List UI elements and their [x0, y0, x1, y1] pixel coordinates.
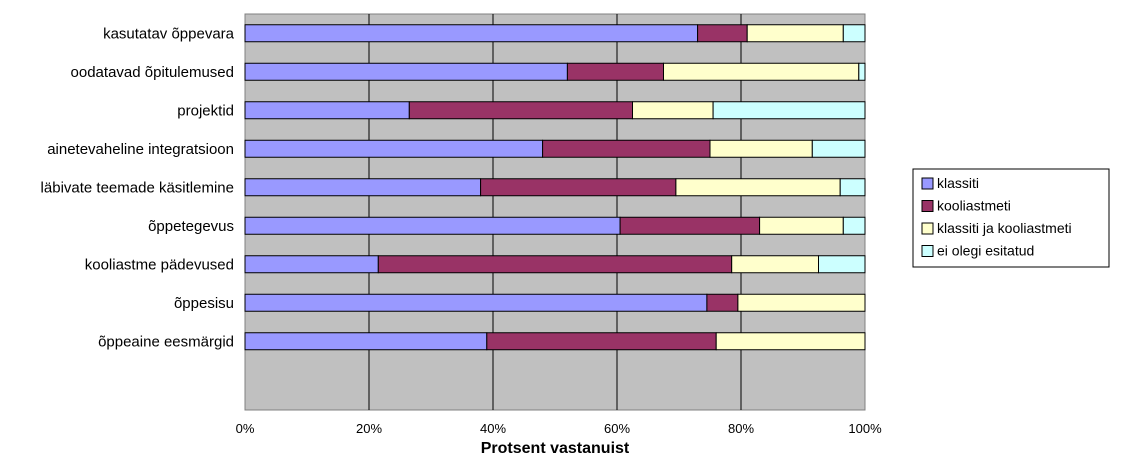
bar-segment: [759, 216, 844, 235]
legend-box: [912, 168, 1110, 268]
bar-segment: [377, 255, 733, 274]
x-tick-label: 40%: [480, 421, 506, 436]
category-label: kasutatav õppevara: [103, 25, 235, 42]
bar-segment: [746, 24, 844, 43]
bar-segment: [731, 255, 820, 274]
x-axis-ticks: 0% 20% 40% 60% 80% 100%: [236, 421, 882, 436]
x-tick-label: 0%: [236, 421, 255, 436]
bar-segment: [480, 178, 677, 197]
category-label: oodatavad õpitulemused: [71, 64, 234, 81]
bar-segment: [244, 139, 544, 158]
bar-segment: [737, 293, 866, 312]
bars: [244, 24, 866, 351]
bar-segment: [244, 178, 482, 197]
bar-segment: [244, 24, 699, 43]
legend-swatch: [921, 245, 934, 257]
x-axis-title: Protsent vastanuist: [481, 440, 630, 457]
legend-label: klassiti ja kooliastmeti: [937, 220, 1072, 236]
bar-segment: [244, 293, 708, 312]
bar-segment: [542, 139, 711, 158]
category-label: õppeaine eesmärgid: [98, 333, 234, 350]
x-tick-label: 20%: [356, 421, 382, 436]
bar-segment: [408, 101, 633, 120]
bar-segment: [486, 332, 717, 351]
bar-segment: [712, 101, 866, 120]
bar-segment: [715, 332, 866, 351]
legend-label: ei olegi esitatud: [937, 243, 1034, 259]
category-label: läbivate teemade käsitlemine: [41, 179, 234, 196]
bar-segment: [858, 62, 866, 81]
category-label: õppesisu: [174, 295, 234, 312]
bar-segment: [675, 178, 841, 197]
bar-segment: [566, 62, 665, 81]
bar-segment: [811, 139, 866, 158]
bar-segment: [244, 255, 379, 274]
bar-segment: [842, 24, 866, 43]
bar-segment: [619, 216, 761, 235]
bar-segment: [842, 216, 866, 235]
bar-segment: [244, 216, 621, 235]
legend-swatch: [921, 177, 934, 190]
category-label: õppetegevus: [148, 218, 234, 235]
bar-segment: [818, 255, 866, 274]
bar-segment: [244, 101, 410, 120]
legend: klassiti kooliastmeti klassiti ja kooliast…: [912, 168, 1110, 268]
x-tick-label: 100%: [848, 421, 882, 436]
legend-swatch: [921, 200, 934, 212]
category-label: ainetevaheline integratsioon: [47, 141, 234, 158]
bar-segment: [697, 24, 748, 43]
bar-segment: [839, 178, 866, 197]
bar-segment: [709, 139, 813, 158]
bar-segment: [244, 332, 488, 351]
bar-segment: [632, 101, 714, 120]
category-label: kooliastme pädevused: [85, 256, 234, 273]
x-tick-label: 80%: [728, 421, 754, 436]
legend-label: kooliastmeti: [937, 198, 1011, 214]
x-tick-label: 60%: [604, 421, 630, 436]
category-labels: kasutatav õppevara oodatavad õpitulemused…: [41, 25, 235, 350]
legend-swatch: [921, 222, 934, 235]
bar-segment: [244, 62, 568, 81]
bar-segment: [706, 293, 739, 312]
category-label: projektid: [177, 102, 234, 119]
legend-label: klassiti: [937, 175, 979, 191]
bar-segment: [663, 62, 860, 81]
